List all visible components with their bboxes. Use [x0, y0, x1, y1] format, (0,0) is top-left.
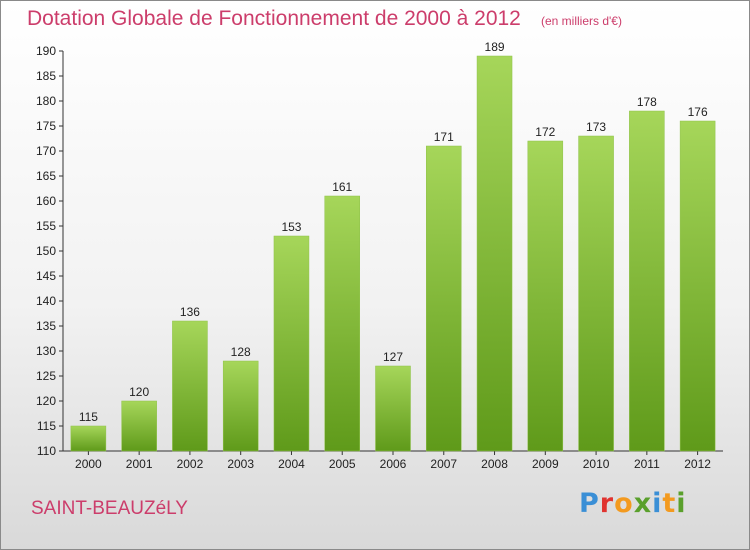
bar-2007	[426, 145, 462, 452]
y-tick-label: 120	[36, 394, 56, 408]
y-tick-label: 125	[36, 369, 56, 383]
bar-2003	[222, 360, 259, 452]
x-tick-label: 2009	[532, 457, 559, 471]
bar-2000	[70, 425, 107, 452]
bar-2011	[629, 110, 665, 452]
bars	[70, 55, 716, 452]
x-tick-label: 2006	[380, 457, 407, 471]
bar-2004	[273, 235, 310, 452]
chart-title: Dotation Globale de Fonctionnement de 20…	[27, 7, 521, 30]
logo-letter: P	[579, 488, 600, 519]
bar-2012	[679, 120, 716, 452]
y-tick-label: 185	[36, 69, 56, 83]
y-tick-label: 110	[37, 444, 56, 458]
logo-letter: i	[676, 488, 687, 519]
data-label: 153	[281, 220, 301, 234]
logo-letter: x	[633, 488, 653, 519]
logo-letter: o	[614, 488, 634, 519]
y-tick-label: 190	[36, 44, 56, 58]
x-tick-label: 2004	[278, 457, 305, 471]
x-tick-label: 2012	[684, 457, 711, 471]
bar-2002	[172, 320, 208, 452]
y-tick-label: 180	[36, 94, 56, 108]
x-tick-label: 2001	[126, 457, 153, 471]
data-label: 161	[332, 180, 352, 194]
y-tick-label: 155	[36, 219, 56, 233]
proxiti-logo: Proxiti	[579, 488, 687, 519]
data-labels: 115 120 136 128 153 161 127 171 189 172 173 178 176	[79, 40, 708, 424]
x-tick-label: 2011	[634, 457, 660, 471]
bar-2010	[578, 135, 614, 452]
x-tick-label: 2008	[481, 457, 508, 471]
y-tick-label: 135	[36, 319, 56, 333]
logo-letter: i	[652, 488, 663, 519]
y-tick-label: 170	[36, 144, 56, 158]
x-tick-label: 2010	[583, 457, 610, 471]
data-label: 128	[231, 345, 251, 359]
data-label: 172	[535, 125, 555, 139]
bar-2001	[121, 400, 157, 452]
data-label: 171	[434, 130, 454, 144]
bar-2005	[324, 195, 360, 452]
y-tick-label: 160	[36, 194, 56, 208]
y-tick-label: 150	[36, 244, 56, 258]
x-tick-label: 2000	[75, 457, 102, 471]
y-tick-label: 140	[36, 294, 56, 308]
y-tick-label: 175	[36, 119, 56, 133]
x-tick-label: 2005	[329, 457, 356, 471]
bar-2009	[527, 140, 564, 452]
data-label: 136	[180, 305, 200, 319]
y-tick-label: 145	[36, 269, 56, 283]
data-label: 120	[129, 385, 149, 399]
chart-unit: (en milliers d'€)	[541, 14, 622, 28]
data-label: 176	[688, 105, 708, 119]
data-label: 189	[485, 40, 505, 54]
y-tick-label: 130	[36, 344, 56, 358]
data-label: 173	[586, 120, 606, 134]
commune-name: SAINT-BEAUZéLY	[31, 498, 188, 519]
bar-2006	[375, 365, 411, 452]
y-tick-label: 115	[37, 419, 56, 433]
data-label: 178	[637, 95, 657, 109]
x-tick-label: 2007	[430, 457, 457, 471]
y-axis: 110 115 120 125 130 135 140 145 150 155 160 165 170 1…	[36, 44, 64, 458]
x-tick-label: 2002	[177, 457, 204, 471]
y-tick-label: 165	[36, 169, 56, 183]
logo-letter: t	[662, 488, 677, 519]
data-label: 127	[383, 350, 403, 364]
x-axis: 2000 2001 2002 2003 2004 2005 2006 2007 2008 2009…	[63, 450, 723, 471]
bar-2008	[476, 55, 513, 452]
data-label: 115	[79, 410, 98, 424]
x-tick-label: 2003	[227, 457, 254, 471]
logo-letter: r	[599, 488, 615, 519]
